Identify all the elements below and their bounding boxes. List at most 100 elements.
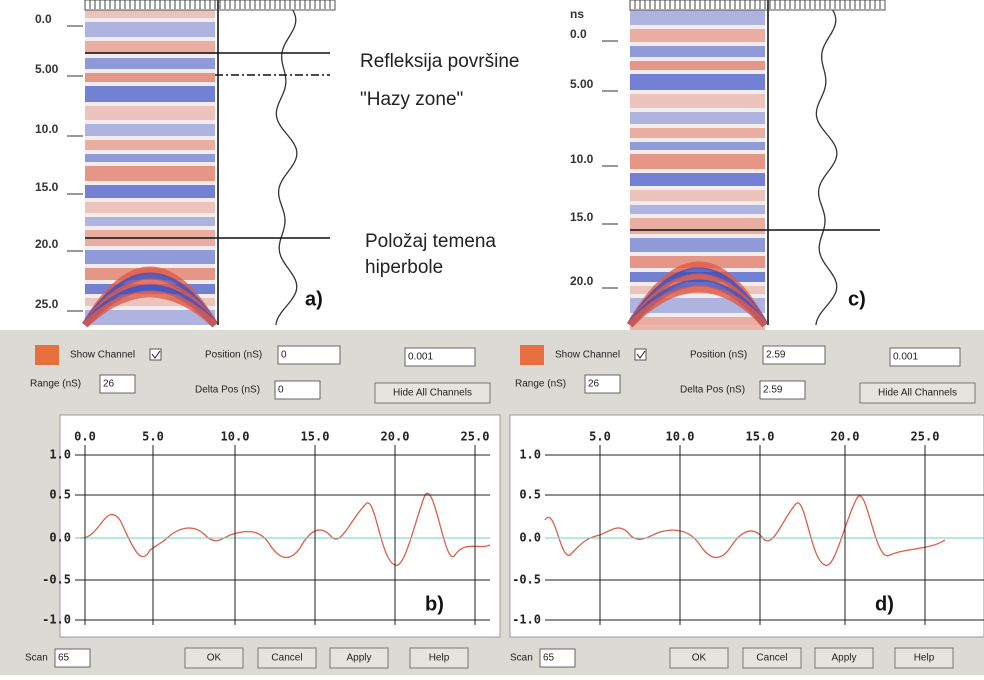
- button[interactable]: [814, 647, 874, 669]
- band: [85, 217, 215, 226]
- label: Scan: [25, 653, 48, 664]
- button[interactable]: [374, 382, 491, 404]
- band: [85, 140, 215, 150]
- band: [630, 94, 765, 108]
- band: [85, 106, 215, 120]
- band: [630, 61, 765, 70]
- scan-input[interactable]: [539, 648, 576, 668]
- band: [85, 202, 215, 213]
- button-label: Help: [429, 653, 450, 664]
- band: [630, 190, 765, 201]
- band: [85, 22, 215, 37]
- depth-tick-label: 15.0: [35, 180, 59, 194]
- y-tick-label: -0.5: [42, 573, 71, 587]
- range-input-value: 26: [103, 379, 115, 390]
- depth-tick-label: 5.00: [35, 62, 59, 76]
- label: Range (nS): [30, 379, 81, 390]
- band: [630, 29, 765, 42]
- button-label: Cancel: [271, 653, 302, 664]
- band: [85, 86, 215, 102]
- plot-bg: [59, 414, 501, 638]
- band: [630, 154, 765, 169]
- label: Show Channel: [555, 350, 620, 361]
- button[interactable]: [894, 647, 954, 669]
- button-label: Hide All Channels: [878, 388, 957, 399]
- x-tick-label: 25.0: [911, 430, 940, 444]
- channel-color: [520, 345, 544, 365]
- ruler: [629, 0, 886, 11]
- delta-input[interactable]: [759, 380, 806, 400]
- delta-input-value: 0: [278, 385, 284, 396]
- button[interactable]: [329, 647, 389, 669]
- x-tick-label: 25.0: [461, 430, 490, 444]
- button-label: OK: [207, 653, 222, 664]
- trace: [275, 9, 298, 326]
- scan-input-value: 65: [543, 653, 555, 664]
- band: [630, 74, 765, 90]
- channel-color: [35, 345, 59, 365]
- scan-input[interactable]: [54, 648, 91, 668]
- button[interactable]: [859, 382, 976, 404]
- button-label: Help: [914, 653, 935, 664]
- range-input: [584, 374, 621, 394]
- panel-label: b): [425, 593, 444, 615]
- label: Delta Pos (nS): [680, 385, 745, 396]
- position-input[interactable]: [277, 345, 341, 365]
- button[interactable]: [409, 647, 469, 669]
- band: [85, 250, 215, 264]
- label: Range (nS): [515, 379, 566, 390]
- position-input-value: 0: [281, 350, 287, 361]
- button[interactable]: [742, 647, 802, 669]
- y-tick-label: -0.5: [512, 573, 541, 587]
- step-input: [404, 347, 476, 367]
- y-tick-label: -1.0: [512, 613, 541, 627]
- hyperbola: [82, 290, 218, 328]
- step-input-value: 0.001: [893, 352, 918, 363]
- step-input: [889, 347, 961, 367]
- band: [630, 112, 765, 124]
- position-input[interactable]: [762, 345, 826, 365]
- band: [85, 298, 215, 306]
- band: [630, 238, 765, 252]
- button[interactable]: [257, 647, 317, 669]
- button[interactable]: [669, 647, 729, 669]
- depth-tick-label: 10.0: [570, 152, 594, 166]
- x-tick-label: 15.0: [746, 430, 775, 444]
- x-tick-label: 5.0: [589, 430, 611, 444]
- band: [630, 173, 765, 186]
- waveform: [79, 492, 491, 566]
- label: Show Channel: [70, 350, 135, 361]
- band: [630, 142, 765, 150]
- trace: [815, 9, 838, 326]
- checkbox[interactable]: [634, 348, 647, 361]
- label: Delta Pos (nS): [195, 385, 260, 396]
- band: [85, 58, 215, 69]
- range-input-value: 26: [588, 379, 600, 390]
- x-tick-label: 10.0: [666, 430, 695, 444]
- checkbox[interactable]: [149, 348, 162, 361]
- depth-tick-label: 25.0: [35, 297, 59, 311]
- button[interactable]: [184, 647, 244, 669]
- label: Scan: [510, 653, 533, 664]
- band: [85, 166, 215, 181]
- depth-tick-label: 20.0: [570, 274, 594, 288]
- annotation: "Hazy zone": [360, 89, 463, 110]
- label: Position (nS): [690, 350, 747, 361]
- x-tick-label: 20.0: [381, 430, 410, 444]
- button-label: Cancel: [756, 653, 787, 664]
- x-tick-label: 10.0: [221, 430, 250, 444]
- y-tick-label: 0.0: [519, 531, 541, 545]
- depth-tick-label: 15.0: [570, 210, 594, 224]
- check: [151, 350, 161, 359]
- panel-label: a): [305, 288, 323, 310]
- step-input-value: 0.001: [408, 352, 433, 363]
- range-input: [99, 374, 136, 394]
- band: [630, 218, 765, 234]
- hyperbola: [627, 285, 768, 328]
- x-tick-label: 5.0: [142, 430, 164, 444]
- y-tick-label: 0.5: [519, 488, 541, 502]
- delta-input[interactable]: [274, 380, 321, 400]
- annotation: Položaj temena: [365, 231, 496, 252]
- y-tick-label: 0.0: [49, 531, 71, 545]
- depth-tick-label: 10.0: [35, 122, 59, 136]
